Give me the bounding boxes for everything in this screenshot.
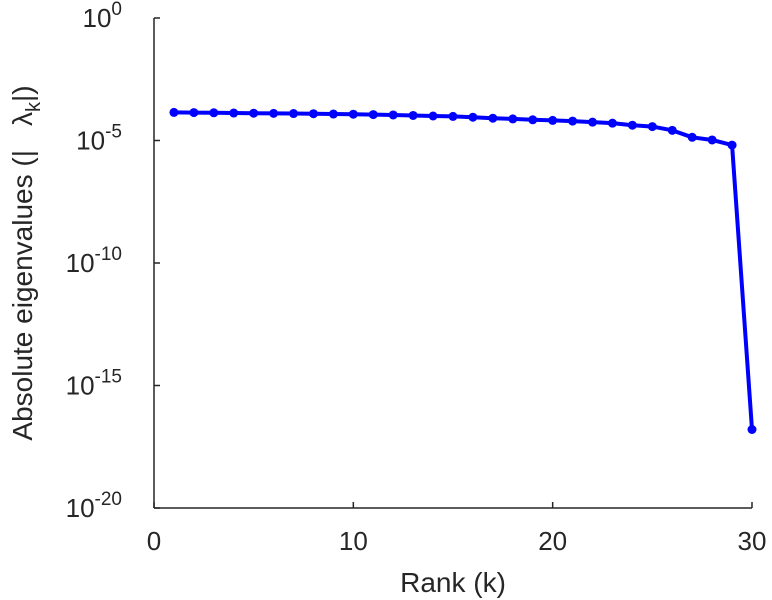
y-axis-label: Absolute eigenvalues (| λk|) <box>7 85 45 440</box>
data-point <box>548 115 558 125</box>
data-point <box>368 110 378 120</box>
y-axis-label-symbol: λ <box>7 112 38 126</box>
data-point <box>747 424 757 434</box>
data-point <box>568 116 578 126</box>
x-tick-label: 10 <box>339 526 368 556</box>
data-point <box>727 140 737 150</box>
data-point <box>488 113 498 123</box>
x-ticks: 0 10 20 30 <box>147 502 767 556</box>
data-point <box>169 107 179 117</box>
y-ticks: 10-20 10-15 10-10 10-5 100 <box>66 0 160 523</box>
data-point <box>647 122 657 132</box>
svg-text:Absolute eigenvalues (|λk|): Absolute eigenvalues (| λk|) <box>7 85 45 440</box>
data-point <box>508 114 518 124</box>
x-axis-label: Rank (k) <box>400 567 506 598</box>
y-tick-label: 10-20 <box>66 489 122 523</box>
x-tick-label: 20 <box>538 526 567 556</box>
data-point <box>269 108 279 118</box>
x-tick-label: 0 <box>147 526 161 556</box>
y-axis-label-subscript: k <box>23 101 45 112</box>
x-tick-label: 30 <box>738 526 767 556</box>
data-point <box>408 110 418 120</box>
data-point <box>687 132 697 142</box>
data-point <box>328 109 338 119</box>
data-point <box>388 110 398 120</box>
plot-area <box>154 18 752 508</box>
y-axis-label-prefix: Absolute eigenvalues (| <box>7 150 38 441</box>
data-point <box>667 125 677 135</box>
data-point <box>209 108 219 118</box>
data-point <box>249 108 259 118</box>
data-point <box>607 118 617 128</box>
y-tick-label: 10-15 <box>66 367 122 401</box>
data-point <box>528 115 538 125</box>
data-point <box>348 109 358 119</box>
y-tick-label: 10-5 <box>76 122 122 156</box>
data-point <box>588 117 598 127</box>
data-point <box>428 111 438 121</box>
y-tick-label: 100 <box>83 0 123 33</box>
series <box>169 107 757 434</box>
data-point <box>229 108 239 118</box>
data-point <box>627 120 637 130</box>
data-point <box>289 109 299 119</box>
data-point <box>308 109 318 119</box>
data-point <box>189 108 199 118</box>
data-point <box>448 111 458 121</box>
data-point <box>468 112 478 122</box>
data-point <box>707 135 717 145</box>
y-tick-label: 10-10 <box>66 244 122 278</box>
y-axis-label-suffix: |) <box>7 85 38 102</box>
